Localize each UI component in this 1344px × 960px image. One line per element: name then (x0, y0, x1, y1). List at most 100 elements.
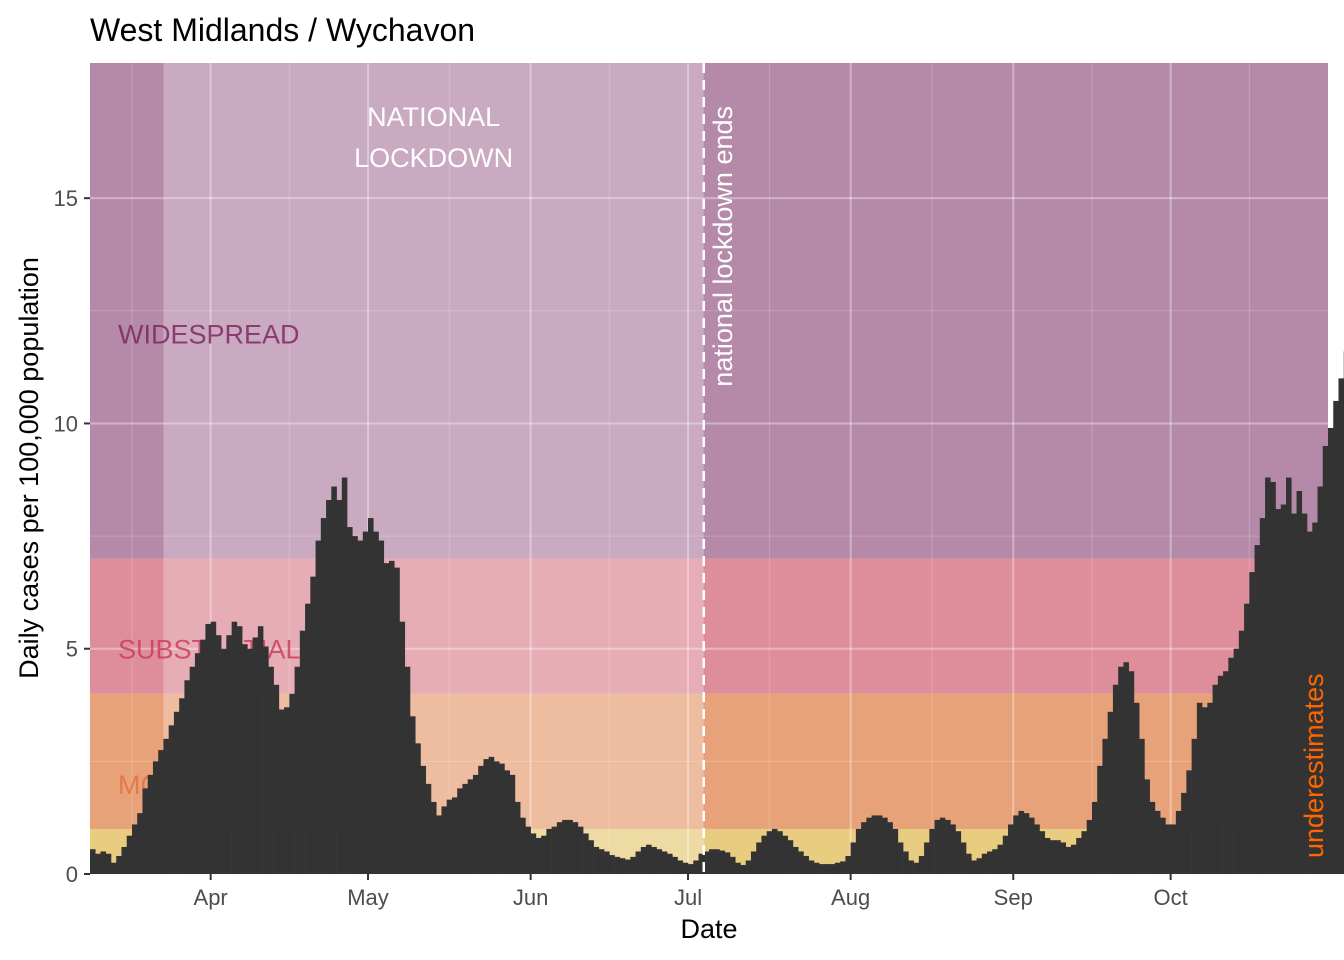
bar (430, 801, 437, 874)
bar (95, 853, 101, 874)
bar (263, 646, 269, 874)
bar (252, 637, 259, 874)
bar (179, 698, 185, 874)
bar (137, 813, 143, 874)
bar (651, 846, 657, 874)
bar (960, 842, 967, 874)
bar (562, 819, 568, 874)
bar (368, 518, 374, 874)
bar (399, 621, 406, 874)
x-tick-label: Oct (1154, 885, 1188, 910)
bar (457, 788, 463, 874)
bar (268, 666, 274, 874)
bar (614, 856, 621, 874)
bar (609, 855, 615, 874)
bar (147, 774, 154, 874)
bar (1270, 482, 1276, 874)
bar (908, 860, 914, 874)
bar (640, 846, 647, 874)
bar (1233, 648, 1240, 874)
bar (121, 846, 128, 874)
bar (745, 860, 752, 874)
plot-area: WIDESPREADSUBSTANTIALMO NATIONALLOCKDOWN… (90, 63, 1344, 875)
bar (1039, 831, 1046, 874)
bar (693, 860, 699, 874)
bar (792, 846, 799, 874)
bar (819, 864, 825, 874)
bar (284, 707, 290, 874)
bar (861, 822, 867, 874)
bar (299, 630, 306, 874)
bar (1249, 572, 1255, 874)
bar (871, 815, 878, 874)
bar (740, 864, 747, 874)
bar (551, 826, 558, 874)
bar (520, 817, 526, 874)
bar (1023, 813, 1030, 874)
bar (504, 770, 510, 874)
bar (588, 840, 594, 874)
x-tick-label: May (347, 885, 389, 910)
bar (352, 536, 358, 874)
bar (1333, 400, 1339, 874)
bar (892, 828, 899, 874)
bar (992, 849, 998, 874)
bar (1202, 707, 1208, 874)
bar (158, 750, 164, 874)
band-label: WIDESPREAD (118, 319, 300, 349)
x-tick-label: Jul (674, 885, 702, 910)
bar (1055, 840, 1061, 874)
bar (221, 648, 227, 874)
bar (824, 864, 830, 874)
bar (1028, 817, 1035, 874)
bar (913, 862, 920, 874)
bar (546, 828, 552, 874)
bar (635, 851, 642, 874)
bar (1286, 477, 1292, 874)
bar (1338, 378, 1344, 874)
bar (997, 844, 1004, 874)
bar (667, 853, 673, 874)
bar (116, 855, 122, 874)
bar (1280, 504, 1287, 874)
bar (425, 783, 432, 874)
bar (210, 621, 217, 874)
bar (1118, 666, 1124, 874)
bar (362, 531, 369, 874)
bar (777, 831, 783, 874)
bar (698, 853, 705, 874)
x-tick-label: Sep (994, 885, 1033, 910)
bar (719, 850, 726, 874)
bar (483, 759, 489, 874)
bar (1034, 824, 1040, 874)
bar (887, 822, 893, 874)
bar (955, 831, 962, 874)
bar (1296, 491, 1303, 874)
bar (1133, 702, 1140, 874)
bar (850, 842, 857, 874)
bar (556, 822, 563, 874)
y-tick-label: 10 (54, 411, 78, 436)
bar (630, 856, 636, 874)
bar (514, 801, 521, 874)
bar (215, 635, 222, 874)
bars (90, 351, 1344, 874)
bar (729, 856, 736, 874)
bar (420, 765, 427, 874)
bar (194, 653, 201, 874)
bar (735, 862, 741, 874)
bar (347, 527, 353, 874)
x-tick-label: Apr (194, 885, 228, 910)
bar (1076, 837, 1082, 874)
bar (1044, 837, 1051, 874)
bar (1170, 824, 1177, 874)
bar (105, 853, 112, 874)
lockdown-end-label: national lockdown ends (708, 106, 738, 387)
bar (782, 835, 788, 874)
bar (897, 842, 904, 874)
bar (315, 540, 322, 874)
bar (1207, 702, 1213, 874)
bar (488, 756, 495, 874)
bar (761, 835, 768, 874)
